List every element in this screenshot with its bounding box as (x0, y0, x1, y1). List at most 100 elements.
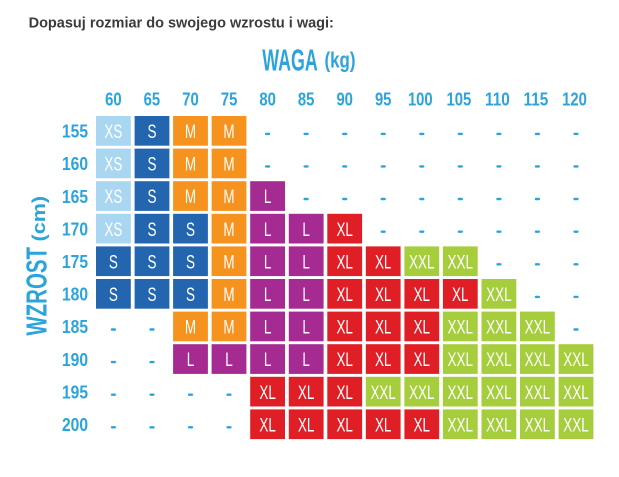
svg-text:S: S (186, 252, 195, 273)
svg-text:XXL: XXL (486, 383, 512, 404)
svg-text:155: 155 (62, 121, 88, 142)
svg-text:200: 200 (62, 414, 88, 435)
svg-text:160: 160 (62, 153, 88, 174)
svg-text:XXL: XXL (486, 285, 512, 306)
svg-text:95: 95 (375, 89, 392, 110)
svg-text:XL: XL (452, 285, 469, 306)
svg-text:65: 65 (144, 89, 161, 110)
svg-text:XXL: XXL (448, 350, 474, 371)
svg-text:XXL: XXL (409, 252, 435, 273)
svg-text:XL: XL (336, 220, 353, 241)
svg-text:XL: XL (414, 318, 431, 339)
svg-text:XL: XL (336, 285, 353, 306)
svg-text:L: L (264, 252, 272, 273)
svg-text:85: 85 (298, 89, 315, 110)
svg-text:100: 100 (408, 89, 433, 110)
svg-text:XL: XL (336, 252, 353, 273)
svg-text:XXL: XXL (563, 383, 589, 404)
svg-text:XL: XL (259, 383, 276, 404)
svg-text:XL: XL (414, 285, 431, 306)
svg-text:170: 170 (62, 218, 88, 239)
svg-text:S: S (109, 252, 118, 273)
svg-text:S: S (186, 285, 195, 306)
svg-text:XS: XS (104, 187, 122, 208)
svg-text:XL: XL (375, 285, 392, 306)
svg-text:S: S (186, 220, 195, 241)
svg-text:L: L (302, 318, 310, 339)
svg-text:XXL: XXL (525, 415, 551, 436)
svg-text:L: L (302, 220, 310, 241)
svg-text:S: S (148, 122, 157, 143)
svg-text:M: M (223, 122, 234, 143)
svg-text:XL: XL (298, 415, 315, 436)
svg-text:M: M (185, 318, 196, 339)
svg-text:M: M (223, 155, 234, 176)
svg-text:XL: XL (336, 383, 353, 404)
svg-text:195: 195 (62, 381, 88, 402)
svg-text:WAGA: WAGA (262, 43, 317, 78)
svg-text:S: S (148, 187, 157, 208)
svg-text:XXL: XXL (409, 383, 435, 404)
svg-text:XS: XS (104, 220, 122, 241)
svg-text:XL: XL (336, 415, 353, 436)
svg-text:XL: XL (336, 350, 353, 371)
svg-text:XXL: XXL (563, 350, 589, 371)
svg-text:L: L (264, 220, 272, 241)
svg-text:L: L (302, 350, 310, 371)
svg-text:XXL: XXL (525, 318, 551, 339)
svg-text:XXL: XXL (486, 415, 512, 436)
svg-text:XL: XL (375, 350, 392, 371)
svg-text:165: 165 (62, 186, 88, 207)
svg-text:175: 175 (62, 251, 88, 272)
svg-text:M: M (223, 187, 234, 208)
svg-text:L: L (264, 318, 272, 339)
svg-text:S: S (148, 220, 157, 241)
svg-text:Dopasuj rozmiar do swojego wzr: Dopasuj rozmiar do swojego wzrostu i wag… (29, 15, 334, 31)
svg-text:185: 185 (62, 316, 88, 337)
svg-text:190: 190 (62, 349, 88, 370)
svg-text:M: M (223, 220, 234, 241)
svg-text:80: 80 (259, 89, 276, 110)
svg-text:L: L (302, 285, 310, 306)
svg-text:XL: XL (375, 252, 392, 273)
svg-text:M: M (185, 187, 196, 208)
svg-text:115: 115 (524, 89, 549, 110)
svg-text:XL: XL (375, 415, 392, 436)
svg-text:XXL: XXL (448, 318, 474, 339)
svg-text:XL: XL (336, 318, 353, 339)
svg-text:XXL: XXL (525, 350, 551, 371)
svg-text:XXL: XXL (448, 415, 474, 436)
svg-text:70: 70 (182, 89, 199, 110)
svg-text:(cm): (cm) (29, 196, 49, 242)
svg-text:XS: XS (104, 122, 122, 143)
svg-text:M: M (185, 122, 196, 143)
svg-text:L: L (225, 350, 233, 371)
svg-text:XXL: XXL (370, 383, 396, 404)
svg-text:S: S (148, 285, 157, 306)
svg-text:M: M (223, 252, 234, 273)
svg-text:S: S (148, 252, 157, 273)
svg-text:M: M (185, 155, 196, 176)
svg-text:60: 60 (105, 89, 122, 110)
svg-text:M: M (223, 285, 234, 306)
svg-text:120: 120 (562, 89, 587, 110)
svg-text:L: L (264, 350, 272, 371)
svg-text:110: 110 (485, 89, 510, 110)
svg-text:XL: XL (414, 415, 431, 436)
svg-text:XL: XL (259, 415, 276, 436)
svg-text:XXL: XXL (448, 383, 474, 404)
svg-text:XXL: XXL (486, 318, 512, 339)
svg-text:75: 75 (221, 89, 238, 110)
svg-text:WZROST: WZROST (22, 247, 54, 336)
svg-text:S: S (109, 285, 118, 306)
svg-text:(kg): (kg) (325, 48, 356, 73)
svg-text:105: 105 (447, 89, 472, 110)
svg-text:XXL: XXL (486, 350, 512, 371)
svg-text:L: L (264, 187, 272, 208)
svg-text:XL: XL (375, 318, 392, 339)
svg-text:S: S (148, 155, 157, 176)
svg-text:M: M (223, 318, 234, 339)
svg-text:L: L (187, 350, 195, 371)
svg-text:XXL: XXL (448, 252, 474, 273)
svg-text:XXL: XXL (525, 383, 551, 404)
